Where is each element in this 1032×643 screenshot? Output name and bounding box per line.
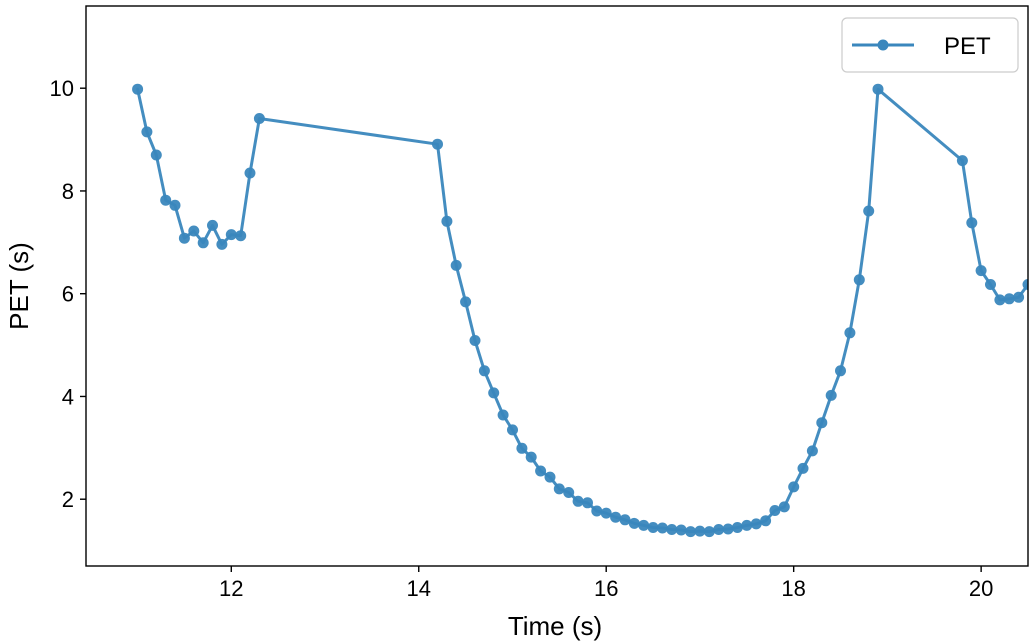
- data-point: [488, 387, 500, 399]
- legend-marker-swatch: [877, 39, 889, 51]
- data-point: [685, 526, 697, 538]
- data-point: [253, 113, 265, 124]
- data-point: [225, 229, 237, 241]
- data-point: [572, 495, 584, 507]
- data-point: [656, 522, 668, 534]
- y-tick-label: 8: [62, 179, 74, 204]
- data-point: [675, 524, 687, 536]
- legend: PET: [841, 17, 1019, 73]
- data-point: [169, 199, 181, 211]
- data-point: [553, 483, 565, 495]
- y-axis-label: PET (s): [4, 242, 34, 330]
- data-point: [713, 524, 725, 535]
- x-tick-label: 16: [594, 576, 618, 601]
- data-point: [132, 83, 144, 95]
- data-point: [160, 194, 172, 206]
- data-point: [985, 279, 996, 290]
- data-point: [694, 525, 706, 537]
- data-point: [150, 149, 162, 161]
- x-tick-label: 12: [219, 576, 243, 601]
- data-point: [638, 519, 650, 531]
- data-point: [816, 417, 828, 429]
- data-point: [825, 389, 837, 401]
- x-tick-label: 14: [407, 576, 431, 601]
- legend-label-pet: PET: [944, 33, 991, 60]
- data-point: [778, 501, 790, 513]
- x-tick-label: 20: [969, 576, 993, 601]
- data-point: [460, 296, 472, 308]
- data-point: [591, 505, 603, 517]
- data-point: [516, 442, 528, 454]
- y-tick-label: 10: [50, 76, 74, 101]
- data-point: [806, 445, 818, 457]
- series-line-pet: [136, 87, 1028, 534]
- plot-frame: [85, 5, 1029, 567]
- data-point: [797, 462, 809, 474]
- data-point: [497, 409, 509, 421]
- data-point: [432, 138, 443, 150]
- data-point: [582, 497, 593, 509]
- data-point: [994, 294, 1006, 306]
- y-tick-label: 6: [62, 282, 74, 307]
- x-tick-label: 18: [781, 576, 805, 601]
- data-point: [731, 522, 743, 533]
- legend-box: [841, 17, 1019, 73]
- data-point: [835, 365, 846, 377]
- data-point: [244, 167, 256, 179]
- data-point: [178, 232, 190, 244]
- data-point: [478, 365, 490, 377]
- y-tick-label: 2: [62, 487, 74, 512]
- data-point: [666, 524, 678, 535]
- data-point: [441, 215, 453, 227]
- data-point: [966, 217, 978, 229]
- data-point: [535, 465, 547, 477]
- plot-layer: [132, 83, 1028, 538]
- data-point: [844, 327, 856, 339]
- data-point: [469, 335, 481, 346]
- y-tick-label: 4: [62, 384, 74, 409]
- data-point: [563, 487, 575, 498]
- data-point: [188, 225, 200, 237]
- data-point: [141, 126, 153, 138]
- data-point: [788, 481, 800, 493]
- data-point: [1022, 279, 1028, 290]
- data-point: [872, 83, 884, 95]
- data-point: [525, 451, 537, 463]
- x-axis-label: Time (s): [508, 611, 602, 641]
- data-point: [741, 519, 753, 531]
- data-point: [722, 523, 734, 535]
- data-point: [975, 265, 987, 277]
- data-point: [769, 505, 781, 516]
- data-point: [1013, 291, 1025, 303]
- data-point: [760, 515, 772, 527]
- data-point: [619, 514, 631, 526]
- data-point: [207, 219, 218, 231]
- data-point: [1003, 293, 1015, 305]
- data-point: [863, 205, 875, 217]
- data-point: [507, 424, 518, 436]
- data-point: [235, 230, 247, 242]
- data-point: [600, 507, 612, 519]
- data-point: [956, 155, 968, 167]
- data-point: [544, 471, 556, 483]
- data-point: [750, 518, 762, 530]
- data-point: [853, 274, 865, 286]
- data-point: [450, 259, 462, 271]
- data-point: [647, 522, 659, 533]
- data-point: [703, 526, 715, 538]
- data-point: [197, 237, 209, 249]
- data-point: [216, 238, 228, 250]
- data-point: [610, 511, 622, 523]
- data-point: [628, 517, 640, 529]
- tick-layer: 12 14 16 18 20 2 4 6 8 10: [50, 76, 994, 601]
